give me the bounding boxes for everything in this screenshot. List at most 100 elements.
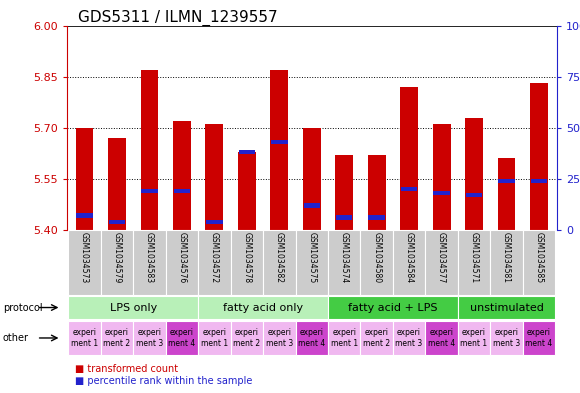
Bar (296, 230, 328, 295)
Text: experi
ment 3: experi ment 3 (396, 328, 423, 348)
Bar (68, 230, 101, 295)
Text: GSM1034582: GSM1034582 (275, 232, 284, 283)
Bar (231, 230, 263, 295)
Bar (368, 215, 385, 220)
Bar (401, 187, 418, 191)
Bar (238, 150, 255, 154)
Bar (303, 203, 320, 208)
Text: protocol: protocol (3, 303, 42, 313)
Text: experi
ment 4: experi ment 4 (525, 328, 553, 348)
Text: LPS only: LPS only (110, 303, 157, 312)
Bar (263, 230, 296, 295)
Bar (263, 321, 296, 355)
Text: fatty acid + LPS: fatty acid + LPS (348, 303, 438, 312)
Text: GSM1034581: GSM1034581 (502, 232, 511, 283)
Text: GSM1034578: GSM1034578 (242, 232, 251, 283)
Text: GSM1034585: GSM1034585 (534, 232, 543, 283)
Bar (498, 179, 514, 183)
Bar (531, 179, 547, 183)
Text: experi
ment 1: experi ment 1 (71, 328, 98, 348)
Bar (490, 230, 523, 295)
Bar (360, 230, 393, 295)
Bar (530, 83, 548, 230)
Bar (335, 155, 353, 230)
Bar (523, 230, 555, 295)
Bar (465, 118, 483, 230)
Bar (458, 296, 555, 319)
Bar (238, 152, 256, 230)
Text: experi
ment 1: experi ment 1 (201, 328, 228, 348)
Bar (198, 321, 231, 355)
Text: ■ transformed count: ■ transformed count (75, 364, 179, 375)
Text: experi
ment 4: experi ment 4 (298, 328, 325, 348)
Text: other: other (3, 333, 29, 343)
Bar (425, 321, 458, 355)
Text: experi
ment 2: experi ment 2 (363, 328, 390, 348)
Bar (140, 70, 158, 230)
Bar (498, 158, 516, 230)
Bar (166, 321, 198, 355)
Bar (133, 230, 166, 295)
Bar (133, 321, 166, 355)
Text: GSM1034577: GSM1034577 (437, 232, 446, 283)
Bar (458, 230, 490, 295)
Bar (198, 230, 231, 295)
Bar (368, 155, 386, 230)
Text: GDS5311 / ILMN_1239557: GDS5311 / ILMN_1239557 (78, 10, 278, 26)
Bar (523, 321, 555, 355)
Text: GSM1034576: GSM1034576 (177, 232, 186, 283)
Bar (433, 124, 451, 230)
Bar (328, 296, 458, 319)
Bar (142, 189, 158, 193)
Bar (271, 140, 288, 144)
Bar (166, 230, 198, 295)
Bar (328, 321, 360, 355)
Bar (68, 296, 198, 319)
Bar (101, 321, 133, 355)
Text: GSM1034579: GSM1034579 (113, 232, 121, 283)
Bar (296, 321, 328, 355)
Text: experi
ment 1: experi ment 1 (461, 328, 488, 348)
Bar (109, 220, 125, 224)
Text: ■ percentile rank within the sample: ■ percentile rank within the sample (75, 376, 253, 386)
Bar (400, 87, 418, 230)
Text: GSM1034574: GSM1034574 (340, 232, 349, 283)
Text: experi
ment 2: experi ment 2 (233, 328, 260, 348)
Bar (77, 213, 93, 218)
Text: GSM1034571: GSM1034571 (470, 232, 478, 283)
Text: GSM1034573: GSM1034573 (80, 232, 89, 283)
Text: fatty acid only: fatty acid only (223, 303, 303, 312)
Bar (68, 321, 101, 355)
Bar (231, 321, 263, 355)
Text: GSM1034580: GSM1034580 (372, 232, 381, 283)
Text: experi
ment 3: experi ment 3 (136, 328, 163, 348)
Bar (75, 128, 93, 230)
Bar (433, 191, 450, 195)
Text: experi
ment 4: experi ment 4 (428, 328, 455, 348)
Bar (458, 321, 490, 355)
Text: experi
ment 3: experi ment 3 (266, 328, 293, 348)
Bar (270, 70, 288, 230)
Text: GSM1034584: GSM1034584 (405, 232, 414, 283)
Bar (173, 121, 191, 230)
Bar (328, 230, 360, 295)
Text: experi
ment 1: experi ment 1 (331, 328, 358, 348)
Bar (425, 230, 458, 295)
Text: GSM1034572: GSM1034572 (210, 232, 219, 283)
Bar (336, 215, 353, 220)
Bar (490, 321, 523, 355)
Bar (205, 124, 223, 230)
Text: experi
ment 2: experi ment 2 (103, 328, 130, 348)
Bar (303, 128, 321, 230)
Bar (101, 230, 133, 295)
Bar (108, 138, 126, 230)
Text: unstimulated: unstimulated (470, 303, 543, 312)
Text: GSM1034575: GSM1034575 (307, 232, 316, 283)
Bar (393, 230, 425, 295)
Bar (206, 220, 223, 224)
Bar (198, 296, 328, 319)
Bar (466, 193, 482, 197)
Text: experi
ment 4: experi ment 4 (168, 328, 195, 348)
Bar (174, 189, 190, 193)
Bar (393, 321, 425, 355)
